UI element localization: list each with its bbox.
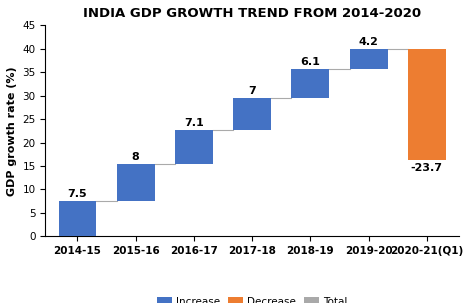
- Bar: [59, 201, 96, 236]
- Text: 7.1: 7.1: [184, 118, 204, 128]
- Bar: [117, 164, 155, 201]
- Bar: [408, 49, 446, 160]
- Bar: [175, 130, 213, 164]
- Bar: [292, 69, 329, 98]
- Text: 7: 7: [248, 86, 256, 96]
- Bar: [233, 98, 271, 130]
- Legend: Increase, Decrease, Total: Increase, Decrease, Total: [153, 293, 352, 303]
- Text: 6.1: 6.1: [301, 57, 320, 67]
- Y-axis label: GDP growth rate (%): GDP growth rate (%): [7, 66, 17, 196]
- Text: 8: 8: [132, 152, 140, 162]
- Bar: [350, 49, 388, 69]
- Text: 7.5: 7.5: [68, 189, 87, 199]
- Title: INDIA GDP GROWTH TREND FROM 2014-2020: INDIA GDP GROWTH TREND FROM 2014-2020: [83, 7, 421, 20]
- Text: -23.7: -23.7: [411, 163, 443, 173]
- Text: 4.2: 4.2: [359, 37, 379, 47]
